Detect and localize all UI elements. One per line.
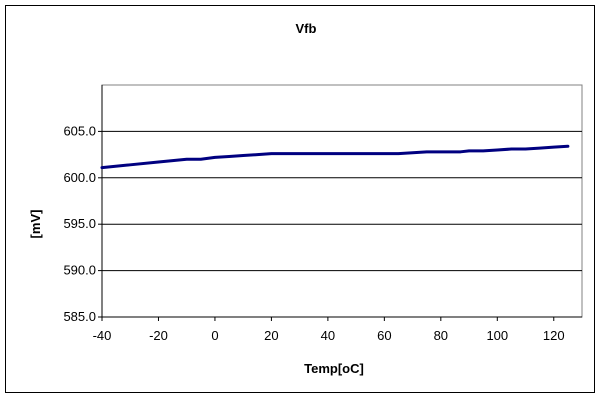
y-tick-label: 590.0 [63,263,96,278]
x-tick-label: 100 [486,328,508,343]
plot-area [101,84,583,318]
axis-layer [98,85,582,321]
tick-layer: 585.0 590.0 595.0 600.0 605.0 -40 -20 0 20 40 60 80… [63,123,564,343]
y-axis-label: [mV] [28,210,43,239]
y-tick-label: 585.0 [63,309,96,324]
x-tick-label: 0 [211,328,218,343]
series-line [100,144,570,170]
x-tick-label: 80 [434,328,448,343]
y-tick-label: 595.0 [63,216,96,231]
x-tick-label: 60 [377,328,391,343]
x-axis-label: Temp[oC] [304,361,364,376]
x-tick-label: -20 [149,328,168,343]
grid-layer [102,130,582,272]
y-tick-label: 600.0 [63,170,96,185]
chart-svg: 585.0 590.0 595.0 600.0 605.0 -40 -20 0 20 40 60 80… [28,21,583,376]
x-tick-label: -40 [93,328,112,343]
x-tick-label: 20 [264,328,278,343]
series-layer [100,144,570,170]
x-tick-label: 120 [543,328,565,343]
x-tick-label: 40 [321,328,335,343]
chart-frame: 585.0 590.0 595.0 600.0 605.0 -40 -20 0 20 40 60 80… [5,5,595,393]
chart-title: Vfb [296,21,317,36]
y-tick-label: 605.0 [63,123,96,138]
